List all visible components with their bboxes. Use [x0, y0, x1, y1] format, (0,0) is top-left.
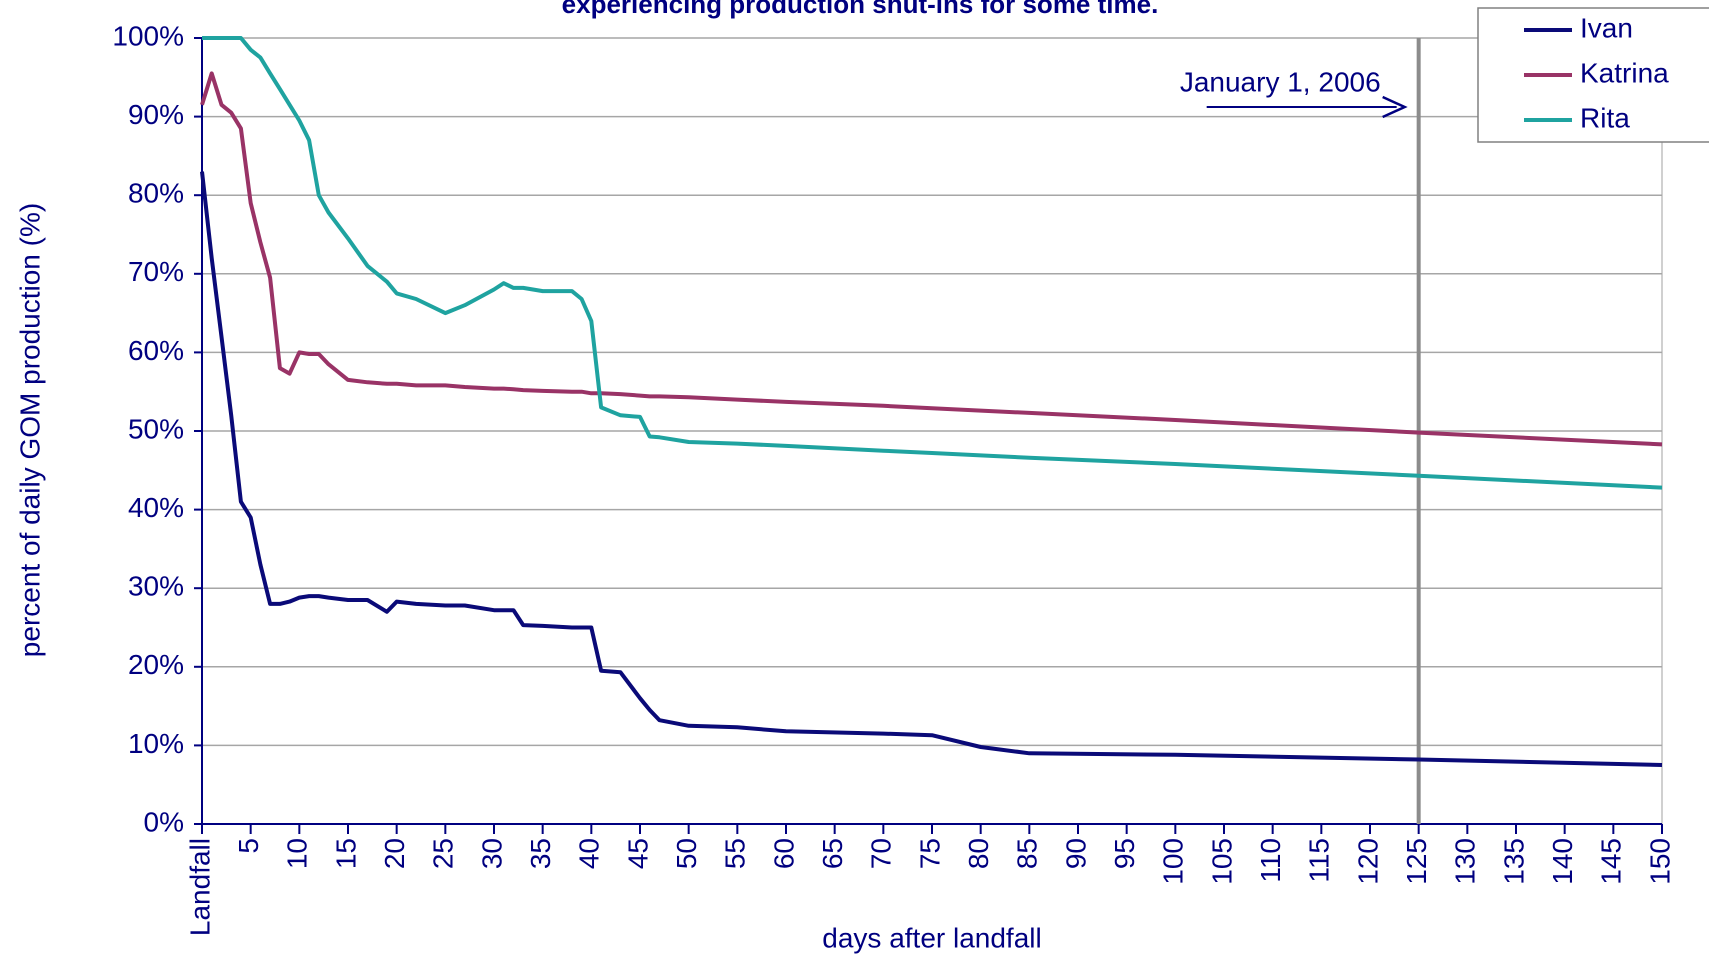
x-axis-label: days after landfall	[822, 922, 1041, 953]
x-tick-label: 105	[1206, 838, 1237, 885]
y-tick-label: 40%	[128, 492, 184, 523]
y-tick-label: 90%	[128, 99, 184, 130]
x-tick-label: 50	[671, 838, 702, 869]
x-tick-label: 145	[1596, 838, 1627, 885]
x-tick-label: Landfall	[184, 838, 215, 936]
legend-label: Rita	[1580, 102, 1630, 133]
x-tick-label: 115	[1304, 838, 1335, 883]
y-tick-label: 70%	[128, 256, 184, 287]
x-tick-label: 135	[1498, 838, 1529, 885]
y-tick-label: 20%	[128, 649, 184, 680]
series-line	[200, 171, 1663, 767]
x-tick-label: 5	[233, 838, 264, 854]
x-tick-label: 40	[574, 838, 605, 869]
x-tick-label: 140	[1547, 838, 1578, 885]
annotation: January 1, 2006	[1180, 66, 1381, 97]
x-tick-label: 150	[1644, 838, 1675, 885]
legend: Ivan Katrina Rita	[1477, 7, 1709, 143]
x-tick-label: 80	[963, 838, 994, 869]
chart-title: experiencing production shut-ins for som…	[562, 0, 1159, 19]
x-tick-label: 25	[428, 838, 459, 869]
x-tick-label: 65	[817, 838, 848, 869]
x-tick-label: 120	[1352, 838, 1383, 885]
y-tick-label: 50%	[128, 413, 184, 444]
x-tick-label: 110	[1255, 838, 1286, 883]
x-tick-label: 85	[1012, 838, 1043, 869]
y-tick-label: 80%	[128, 178, 184, 209]
y-tick-label: 0%	[144, 806, 184, 837]
x-tick-label: 45	[622, 838, 653, 869]
x-tick-label: 60	[768, 838, 799, 869]
x-tick-label: 90	[1060, 838, 1091, 869]
x-tick-label: 20	[379, 838, 410, 869]
y-tick-label: 30%	[128, 571, 184, 602]
legend-box	[1477, 7, 1709, 143]
x-tick-label: 35	[525, 838, 556, 869]
annotation-arrowhead	[1382, 95, 1408, 119]
x-tick-label: 100	[1158, 838, 1189, 885]
y-tick-label: 60%	[128, 335, 184, 366]
series-line	[202, 36, 1663, 490]
y-tick-label: 10%	[128, 728, 184, 759]
series-line	[200, 71, 1663, 447]
x-tick-label: 15	[330, 838, 361, 869]
x-tick-label: 30	[476, 838, 507, 869]
legend-label: Katrina	[1580, 57, 1669, 88]
y-axis-label: percent of daily GOM production (%)	[14, 203, 45, 657]
x-tick-label: 130	[1450, 838, 1481, 885]
x-tick-label: 10	[282, 838, 313, 869]
x-tick-label: 70	[866, 838, 897, 869]
x-tick-label: 55	[720, 838, 751, 869]
x-tick-label: 95	[1109, 838, 1140, 869]
x-tick-label: 75	[914, 838, 945, 869]
y-tick-label: 100%	[112, 20, 184, 51]
x-tick-label: 125	[1401, 838, 1432, 885]
legend-label: Ivan	[1580, 12, 1633, 43]
